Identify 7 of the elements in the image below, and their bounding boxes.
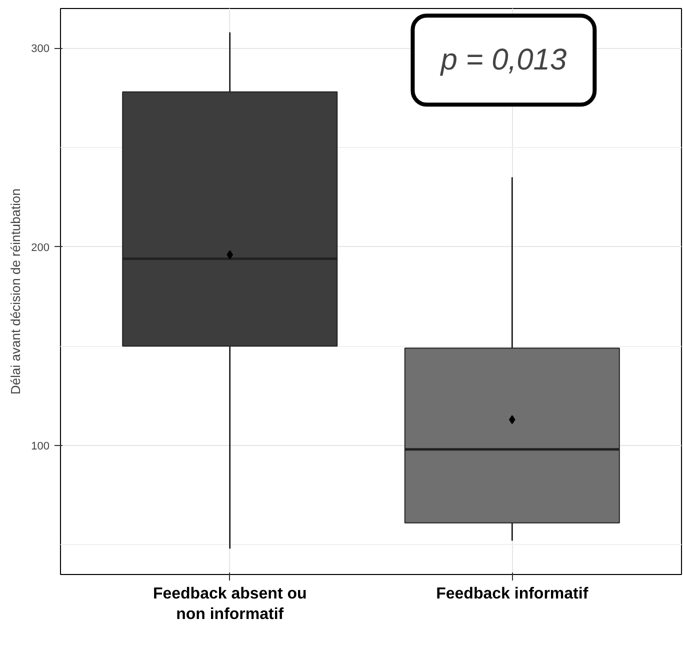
y-tick-label: 100 <box>31 440 50 452</box>
y-tick-label: 300 <box>31 43 50 56</box>
x-tick-label: Feedback absent ou non informatif <box>152 586 307 623</box>
y-tick-label: 200 <box>31 242 50 254</box>
annotation: p = 0,013 <box>440 44 567 77</box>
y-axis-title: Délai avant décision de réintubation <box>8 188 24 394</box>
x-tick-label: Feedback informatif <box>436 586 589 602</box>
